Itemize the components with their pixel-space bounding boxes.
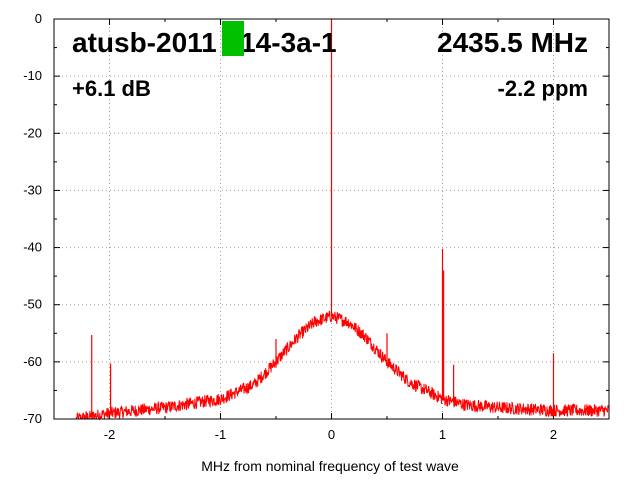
status-marker: [222, 21, 244, 56]
y-tick-label: -60: [23, 354, 42, 369]
x-tick-label: 0: [328, 427, 335, 442]
plot-frame: [53, 18, 610, 420]
x-tick-label: -2: [104, 427, 116, 442]
x-tick-label: -1: [215, 427, 227, 442]
x-tick-label: 2: [550, 427, 557, 442]
grid: [54, 19, 609, 419]
frequency-text: 2435.5 MHz: [437, 27, 588, 58]
y-tick-label: -70: [23, 411, 42, 426]
y-tick-label: -50: [23, 297, 42, 312]
spectrum-series: [75, 19, 610, 421]
y-tick-labels: 0 -10 -20 -30 -40 -50 -60 -70: [23, 11, 42, 426]
y-tick-label: 0: [35, 11, 42, 26]
x-tick-label: 1: [439, 427, 446, 442]
device-id-text: atusb-2011 214-3a-1: [72, 27, 337, 58]
x-axis-label: MHz from nominal frequency of test wave: [201, 458, 459, 474]
noise-trace: [75, 310, 610, 421]
y-tick-label: -20: [23, 125, 42, 140]
ppm-offset-text: -2.2 ppm: [498, 76, 588, 101]
y-tick-label: -40: [23, 240, 42, 255]
y-tick-label: -10: [23, 68, 42, 83]
gain-text: +6.1 dB: [72, 76, 151, 101]
x-tick-labels: -2 -1 0 1 2: [104, 427, 557, 442]
y-tick-label: -30: [23, 182, 42, 197]
